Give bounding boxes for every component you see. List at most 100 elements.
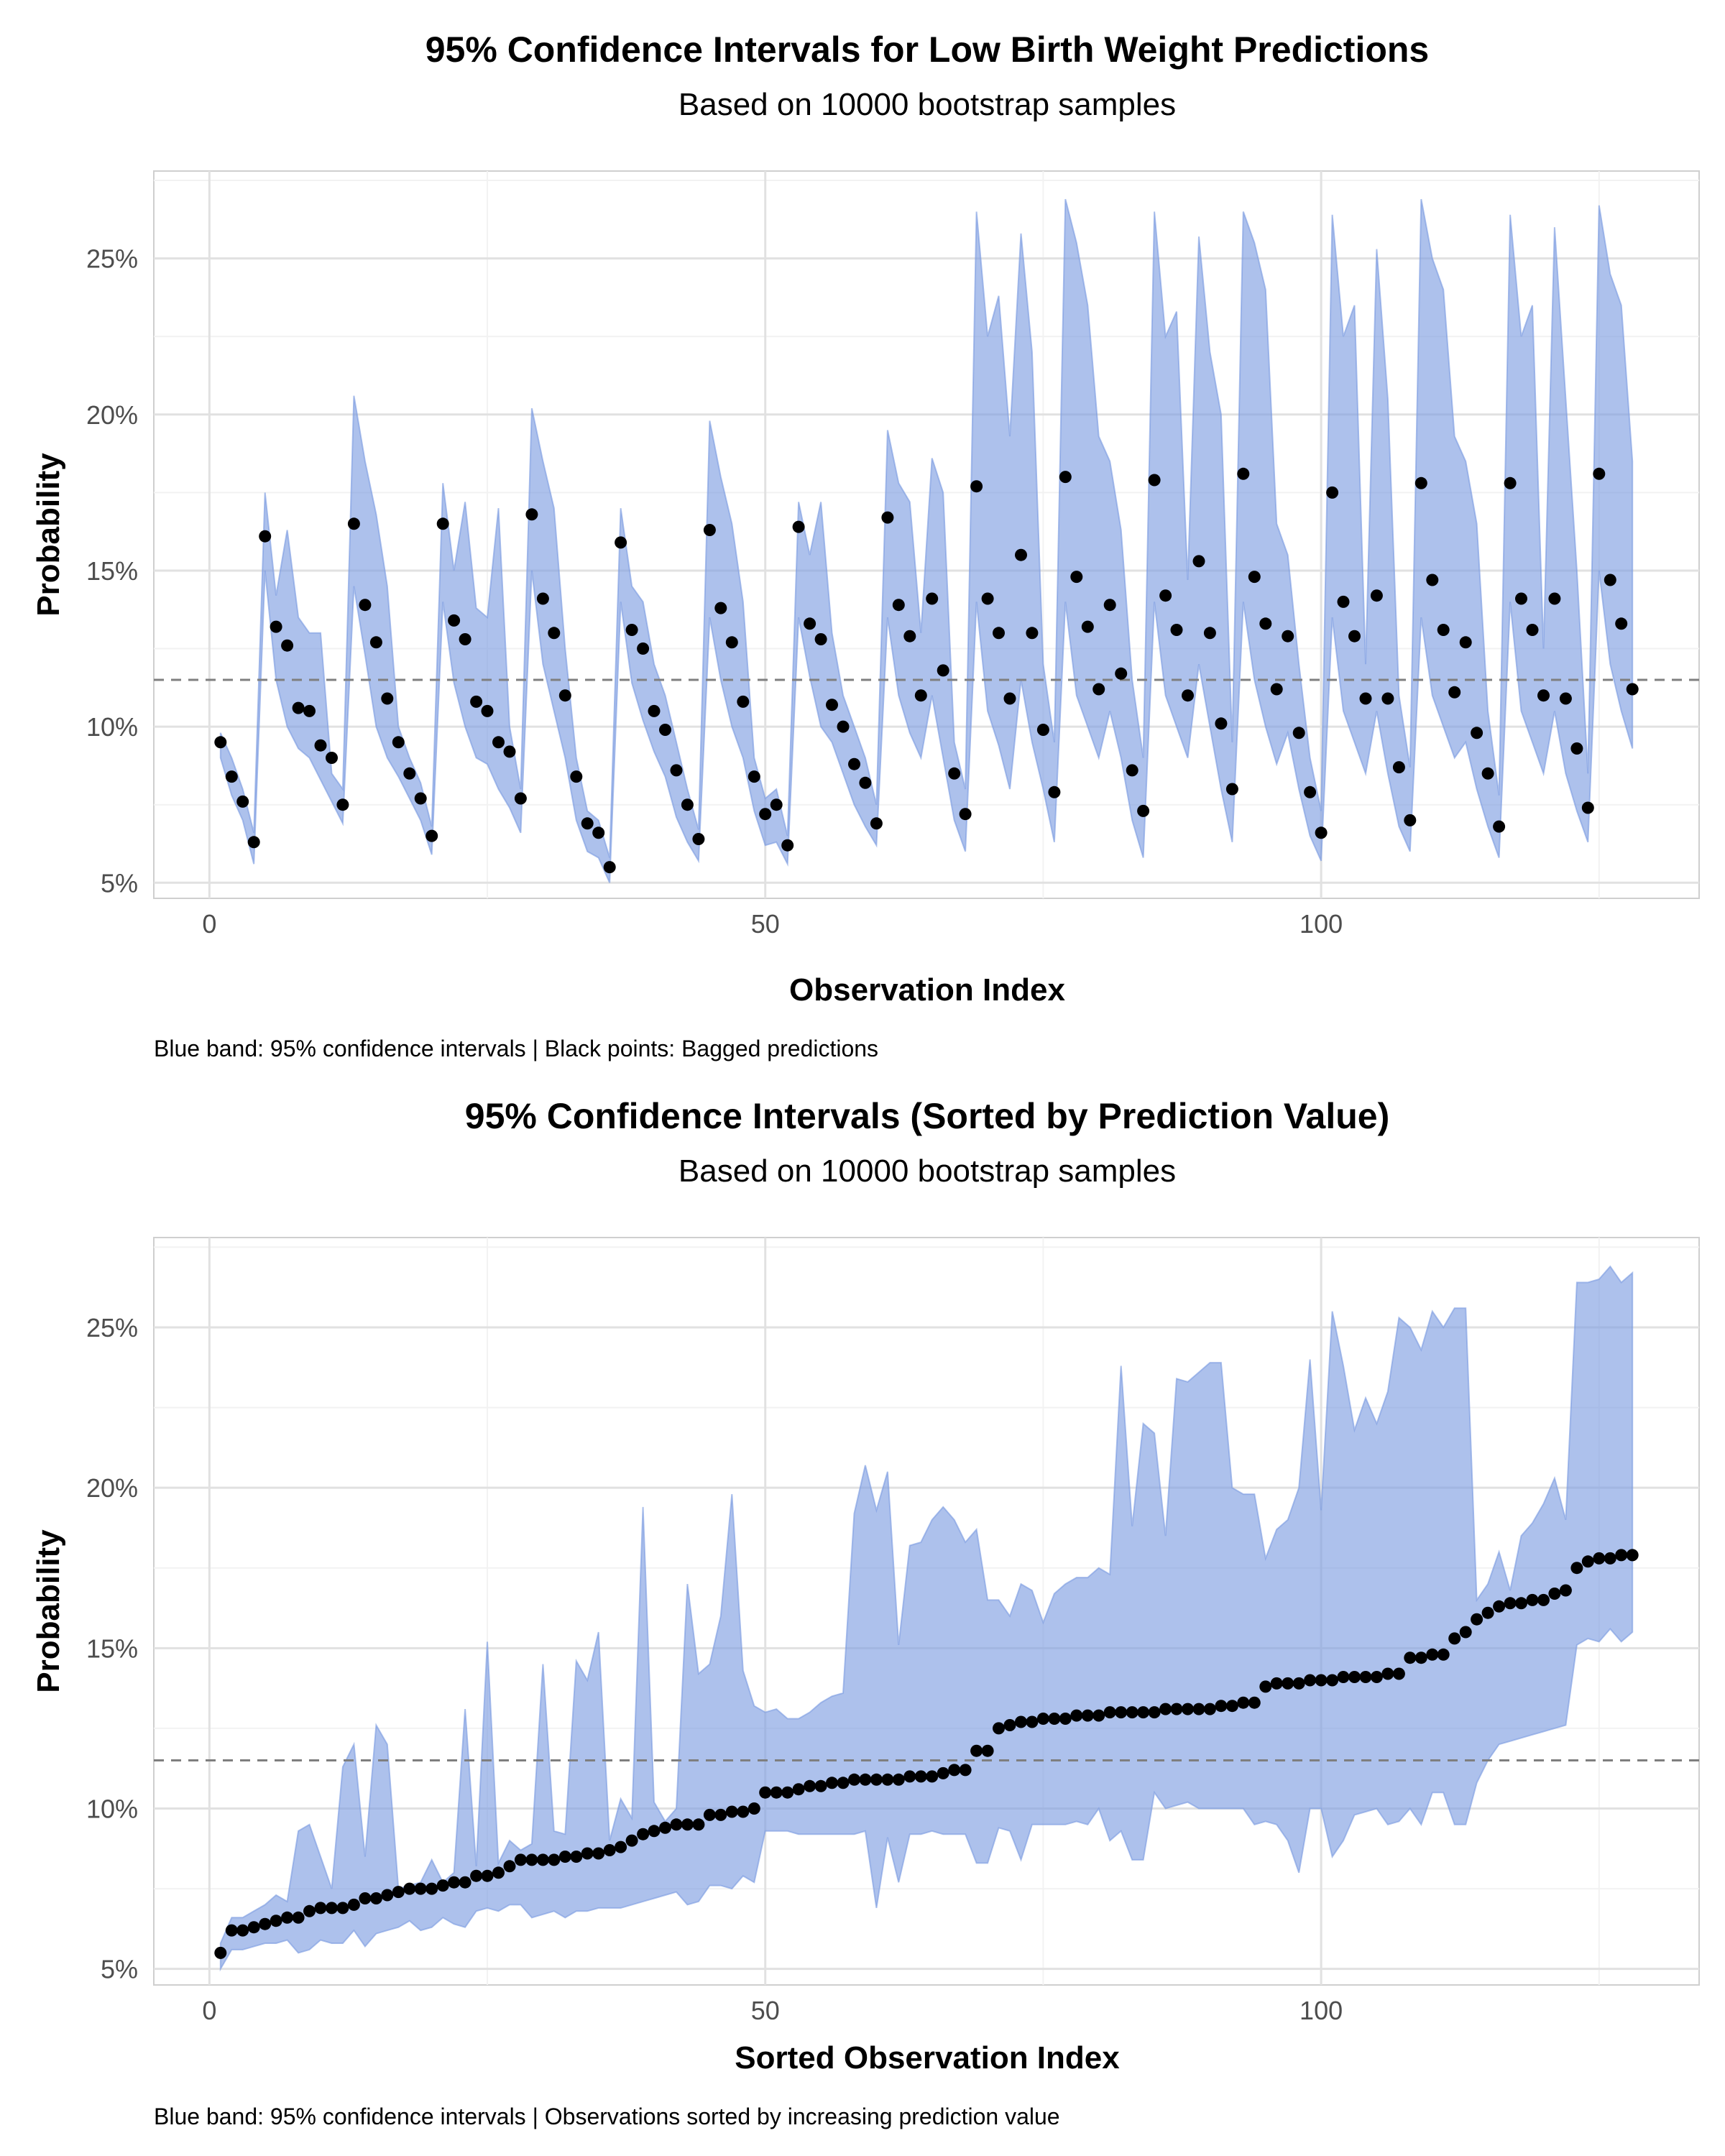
prediction-point: [259, 1917, 272, 1930]
prediction-point: [1003, 1719, 1016, 1731]
y-tick-label: 25%: [86, 244, 138, 274]
prediction-point: [725, 1805, 738, 1818]
prediction-point: [470, 1869, 483, 1882]
prediction-point: [1537, 689, 1550, 702]
prediction-point: [1304, 786, 1317, 798]
prediction-point: [548, 627, 561, 640]
prediction-point: [514, 792, 527, 805]
prediction-point: [703, 1808, 716, 1821]
prediction-point: [892, 599, 905, 612]
prediction-point: [225, 770, 238, 783]
prediction-point: [1359, 1671, 1372, 1683]
x-tick-label: 0: [202, 1996, 216, 2025]
prediction-point: [270, 620, 282, 633]
prediction-point: [659, 1821, 671, 1834]
prediction-point: [1604, 1552, 1616, 1565]
prediction-point: [1559, 692, 1572, 705]
prediction-point: [993, 627, 1005, 640]
prediction-point: [1215, 717, 1228, 730]
prediction-point: [870, 1773, 883, 1786]
prediction-point: [326, 1902, 338, 1915]
prediction-point: [1026, 627, 1039, 640]
prediction-point: [692, 1818, 705, 1831]
prediction-point: [748, 1802, 760, 1815]
prediction-point: [937, 664, 949, 677]
prediction-point: [1148, 1706, 1161, 1719]
prediction-point: [1437, 624, 1450, 636]
prediction-point: [1103, 1706, 1116, 1719]
prediction-point: [436, 517, 449, 530]
prediction-point: [881, 511, 894, 524]
prediction-point: [426, 1882, 438, 1895]
prediction-point: [1481, 1606, 1494, 1619]
prediction-point: [303, 704, 316, 717]
prediction-point: [1304, 1674, 1317, 1687]
prediction-point: [926, 1770, 939, 1783]
prediction-point: [448, 1876, 461, 1889]
prediction-point: [970, 1744, 983, 1757]
y-tick-label: 15%: [86, 1634, 138, 1663]
prediction-point: [648, 1825, 661, 1838]
prediction-point: [1259, 1680, 1272, 1693]
prediction-point: [714, 1808, 727, 1821]
prediction-point: [503, 745, 516, 758]
prediction-point: [403, 1882, 416, 1895]
prediction-point: [1248, 571, 1261, 584]
y-tick-label: 10%: [86, 712, 138, 742]
x-tick-label: 100: [1300, 1996, 1343, 2025]
y-tick-label: 20%: [86, 1473, 138, 1503]
prediction-point: [326, 752, 338, 764]
confidence-band: [219, 1265, 1634, 1972]
prediction-point: [948, 767, 961, 780]
chart-panel-2: 95% Confidence Intervals (Sorted by Pred…: [31, 1096, 1700, 2129]
prediction-point: [1170, 624, 1183, 636]
prediction-point: [303, 1904, 316, 1917]
prediction-point: [1259, 617, 1272, 630]
prediction-point: [1414, 1651, 1427, 1664]
prediction-point: [625, 624, 638, 636]
prediction-point: [804, 1779, 816, 1792]
prediction-point: [481, 1869, 494, 1882]
prediction-point: [1203, 1703, 1216, 1715]
prediction-point: [581, 817, 594, 830]
prediction-point: [359, 1892, 372, 1904]
chart-caption: Blue band: 95% confidence intervals | Ob…: [154, 2104, 1060, 2129]
prediction-point: [1170, 1703, 1183, 1715]
prediction-point: [859, 776, 872, 789]
prediction-point: [1581, 801, 1594, 814]
prediction-point: [259, 530, 272, 543]
x-axis-ticks: 0 50 100: [202, 1996, 1343, 2025]
prediction-point: [814, 1779, 827, 1792]
prediction-point: [1493, 1600, 1506, 1613]
prediction-point: [959, 808, 972, 821]
prediction-point: [1471, 727, 1484, 740]
prediction-point: [1448, 686, 1461, 699]
prediction-point: [892, 1773, 905, 1786]
prediction-point: [1270, 1677, 1283, 1690]
prediction-point: [1326, 1674, 1339, 1687]
prediction-point: [292, 701, 305, 714]
prediction-point: [369, 1892, 382, 1904]
prediction-point: [1225, 783, 1238, 796]
prediction-point: [1537, 1593, 1550, 1606]
y-axis-label: Probability: [31, 1529, 66, 1693]
chart-subtitle: Based on 10000 bootstrap samples: [678, 87, 1176, 122]
prediction-point: [1381, 1667, 1394, 1680]
prediction-point: [570, 1851, 583, 1863]
prediction-point: [848, 757, 860, 770]
prediction-point: [1315, 826, 1328, 839]
prediction-point: [1137, 1706, 1150, 1719]
prediction-point: [592, 1847, 605, 1860]
prediction-point: [1359, 692, 1372, 705]
prediction-point: [1182, 689, 1194, 702]
prediction-point: [1504, 1597, 1517, 1610]
prediction-point: [525, 508, 538, 521]
prediction-point: [1426, 1648, 1439, 1661]
prediction-point: [1070, 1709, 1083, 1722]
prediction-point: [1570, 1562, 1583, 1575]
x-tick-label: 100: [1300, 909, 1343, 939]
prediction-point: [414, 792, 427, 805]
prediction-point: [1348, 1671, 1361, 1683]
y-axis-ticks: 5% 10% 15% 20% 25%: [86, 244, 138, 898]
